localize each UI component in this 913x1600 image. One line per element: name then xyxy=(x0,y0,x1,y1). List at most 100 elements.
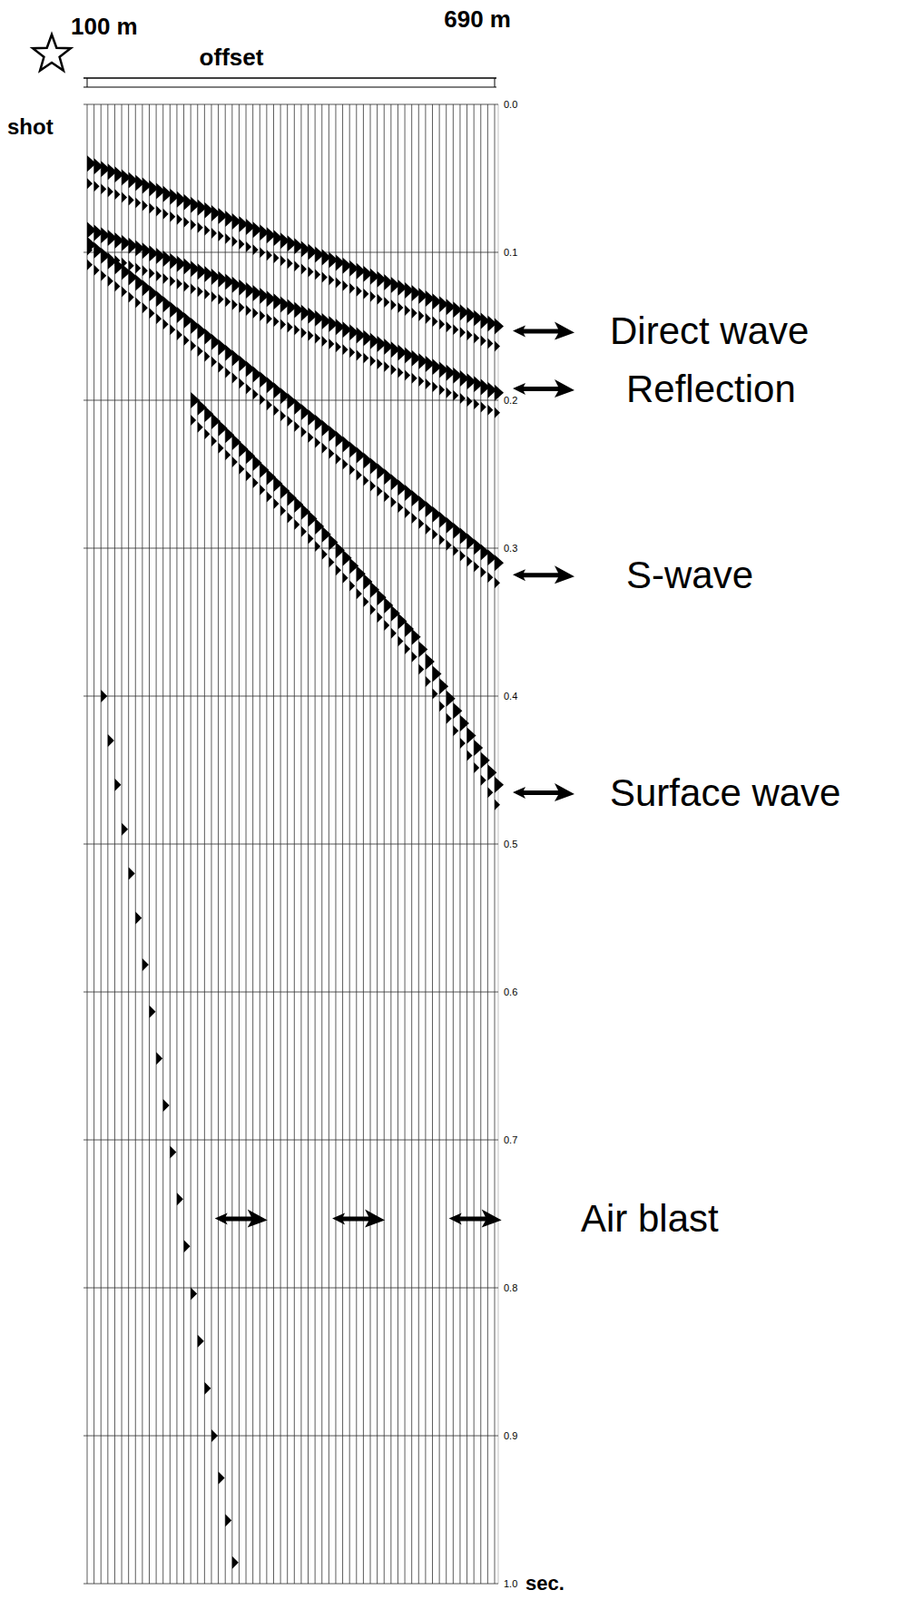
wavelet xyxy=(473,332,480,344)
wavelet xyxy=(487,571,493,583)
wavelet xyxy=(494,799,501,811)
wavelet xyxy=(481,402,487,413)
wavelet xyxy=(349,283,355,295)
wavelet xyxy=(245,470,252,482)
wavelet xyxy=(259,246,266,258)
wavelet xyxy=(460,326,466,338)
grid-line xyxy=(83,548,499,550)
wavelet xyxy=(322,335,328,347)
wavelet xyxy=(204,225,210,236)
wavelet xyxy=(363,288,369,300)
wavelet xyxy=(487,404,493,416)
trace xyxy=(100,104,102,1584)
wavelet xyxy=(356,470,363,482)
trace xyxy=(107,104,108,1584)
wavelet xyxy=(197,345,204,357)
wavelet xyxy=(412,373,418,384)
wavelet xyxy=(432,688,439,700)
wavelet xyxy=(425,378,432,390)
tick-label: 0.6 xyxy=(503,986,518,998)
wavelet xyxy=(232,373,238,384)
trace xyxy=(307,104,309,1584)
wavelet xyxy=(294,421,300,432)
wavelet xyxy=(148,267,155,279)
wavelet xyxy=(439,318,445,330)
wavelet xyxy=(301,426,307,438)
wavelet xyxy=(245,304,252,316)
wavelet xyxy=(273,498,279,510)
event-label: Surface wave xyxy=(609,771,841,815)
wavelet xyxy=(184,280,190,292)
trace xyxy=(114,104,116,1584)
trace xyxy=(210,104,212,1584)
wavelet xyxy=(397,635,403,647)
wavelet xyxy=(397,302,403,314)
wavelet xyxy=(211,291,217,303)
wavelet xyxy=(156,313,162,324)
wavelet xyxy=(190,414,197,426)
axis-title: sec. xyxy=(525,1571,565,1595)
wavelet xyxy=(128,260,135,272)
trace xyxy=(363,104,364,1584)
wavelet xyxy=(412,651,418,663)
wavelet xyxy=(349,580,355,592)
trace xyxy=(459,104,461,1584)
wavelet xyxy=(218,442,225,454)
trace xyxy=(252,104,254,1584)
wavelet xyxy=(259,484,266,496)
wavelet xyxy=(94,265,100,276)
x-tick-label: 100 m xyxy=(70,12,138,40)
trace xyxy=(135,104,137,1584)
wavelet xyxy=(211,1429,218,1443)
wavelet xyxy=(397,501,403,513)
wavelet xyxy=(211,435,217,447)
wavelet xyxy=(238,463,245,475)
wavelet xyxy=(481,775,487,786)
wavelet xyxy=(204,351,210,363)
wavelet xyxy=(494,341,501,353)
wavelet xyxy=(253,477,259,489)
wavelet xyxy=(266,313,273,324)
wavelet xyxy=(148,1005,156,1019)
grid-line xyxy=(83,104,499,106)
wavelet xyxy=(169,1146,177,1159)
wavelet xyxy=(370,291,376,303)
wavelet xyxy=(87,177,93,189)
header-line xyxy=(83,87,497,89)
wavelet xyxy=(135,912,142,925)
wavelet xyxy=(211,356,217,368)
wavelet xyxy=(446,713,452,725)
wavelet xyxy=(148,307,155,319)
wavelet xyxy=(266,249,273,261)
trace xyxy=(225,104,226,1584)
wavelet xyxy=(142,200,148,212)
grid-line xyxy=(83,1139,499,1141)
wavelet xyxy=(404,370,411,382)
wavelet xyxy=(232,456,238,468)
wavelet xyxy=(169,275,176,287)
x-tick xyxy=(494,78,496,88)
wavelet xyxy=(343,280,349,292)
tick-label: 0.7 xyxy=(503,1134,518,1146)
wavelet xyxy=(280,410,286,422)
wavelet xyxy=(452,323,459,335)
wavelet xyxy=(114,778,121,792)
trace xyxy=(418,104,420,1584)
wavelet xyxy=(349,346,355,358)
grid-line xyxy=(83,696,499,698)
wavelet xyxy=(156,270,162,282)
wavelet xyxy=(383,296,390,308)
event-label: Direct wave xyxy=(609,309,809,353)
wavelet xyxy=(446,387,452,399)
wavelet xyxy=(328,556,334,568)
wavelet xyxy=(197,1335,205,1348)
wavelet xyxy=(184,1239,191,1253)
wavelet xyxy=(253,307,259,319)
trace xyxy=(141,104,143,1584)
tick-label: 0.2 xyxy=(503,394,518,406)
wavelet xyxy=(100,183,107,195)
axis-title: offset xyxy=(199,43,265,71)
wavelet xyxy=(418,375,424,387)
wavelet xyxy=(128,867,136,881)
wavelet xyxy=(322,442,328,454)
